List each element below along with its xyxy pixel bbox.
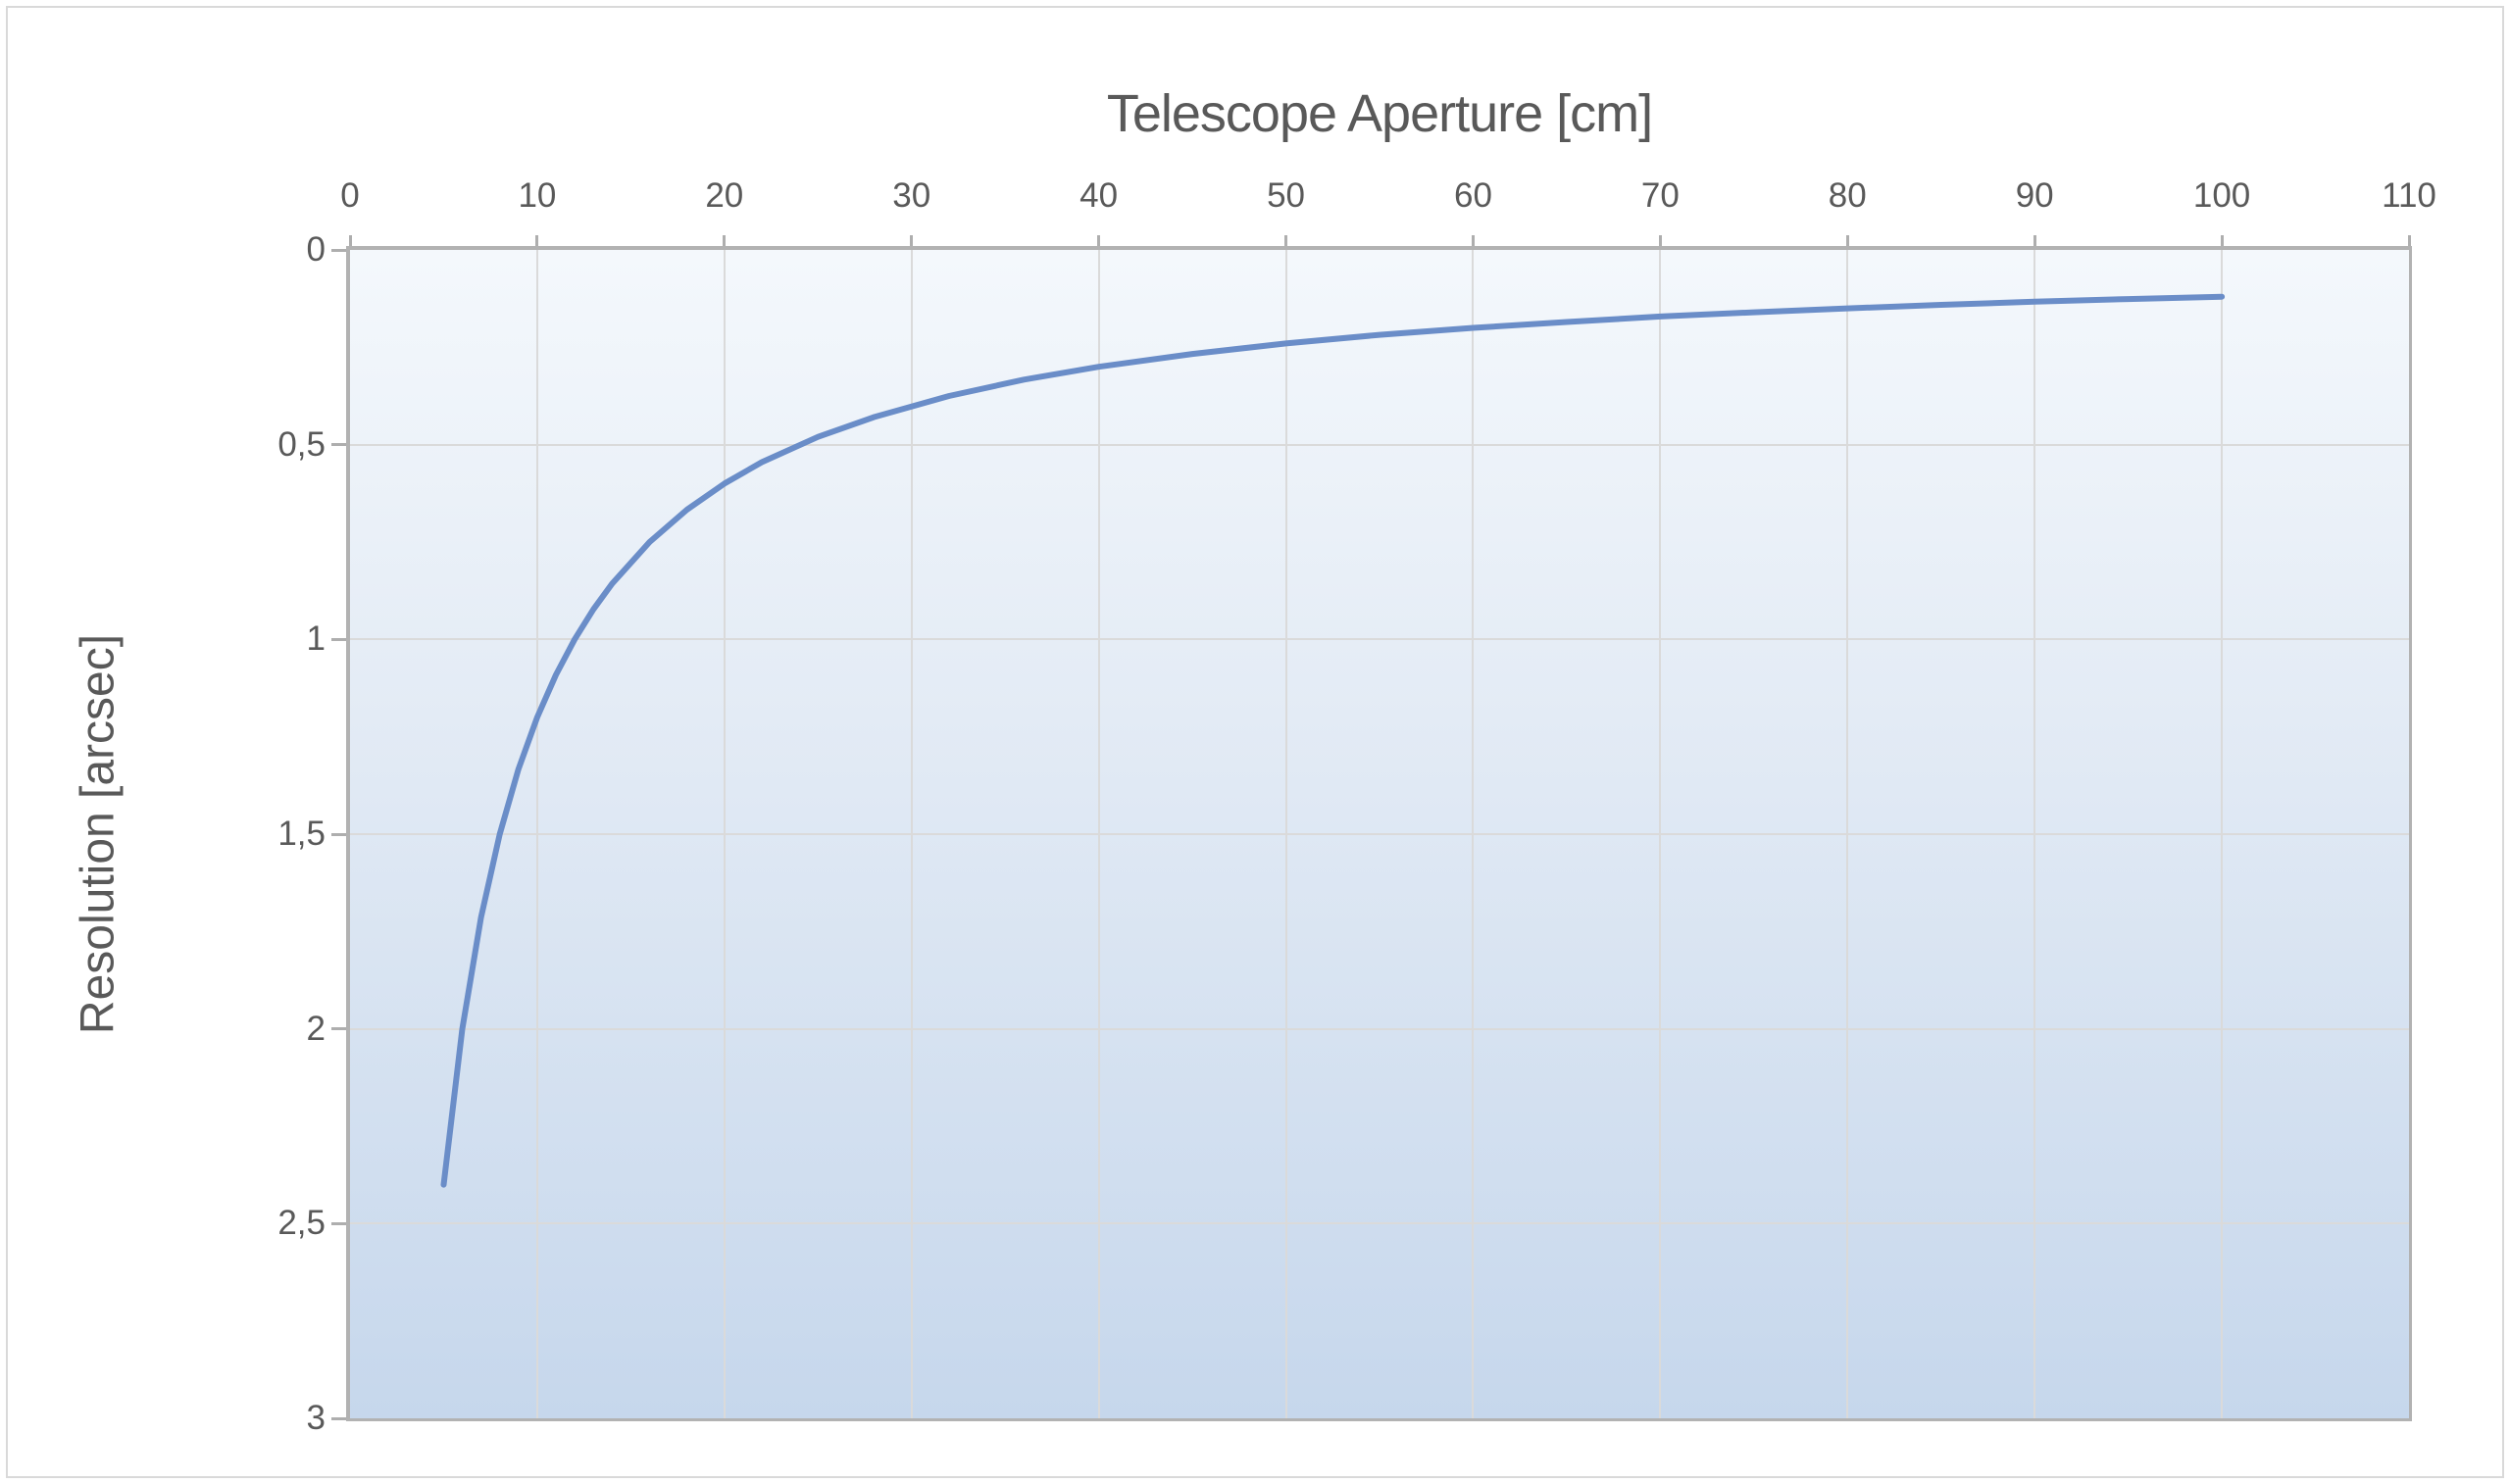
x-axis-tick-mark [1658, 235, 1662, 250]
gridline-horizontal [350, 1027, 2409, 1030]
y-axis-tick-label: 2,5 [277, 1204, 326, 1243]
x-axis-tick-mark [535, 235, 539, 250]
y-axis-tick-label: 1,5 [277, 815, 326, 853]
x-axis-tick-label: 70 [1640, 176, 1680, 215]
x-axis-tick-label: 60 [1453, 176, 1492, 215]
x-axis-tick-label: 20 [705, 176, 744, 215]
y-axis-tick-mark [331, 1221, 346, 1225]
y-axis-tick-label: 1 [306, 619, 326, 659]
x-axis-tick-mark [348, 235, 352, 250]
y-axis-tick-label: 0,5 [277, 424, 326, 464]
x-axis-tick-label: 110 [2382, 176, 2436, 215]
curve-path [440, 293, 2226, 1188]
x-axis-tick-mark [1845, 235, 1849, 250]
x-axis-tick-mark [1097, 235, 1101, 250]
x-axis-tick-mark [2220, 235, 2224, 250]
y-axis-tick-label: 3 [306, 1399, 326, 1437]
x-axis-tick-label: 80 [1828, 176, 1867, 215]
y-axis-tick-mark [331, 637, 346, 641]
y-axis-tick-mark [331, 832, 346, 836]
x-axis-tick-mark [723, 235, 727, 250]
y-axis-tick-mark [331, 1416, 346, 1420]
resolution-curve [440, 293, 2226, 1188]
x-axis-tick-mark [2407, 235, 2411, 250]
gridline-horizontal [350, 443, 2409, 446]
x-axis-tick-mark [2033, 235, 2036, 250]
gridline-horizontal [350, 833, 2409, 835]
x-axis-tick-label: 40 [1079, 176, 1119, 215]
x-axis-title: Telescope Aperture [cm] [1106, 84, 1653, 143]
x-axis-tick-label: 0 [340, 176, 360, 215]
x-axis-tick-mark [910, 235, 914, 250]
y-axis-tick-label: 0 [306, 230, 326, 269]
x-axis-tick-mark [1284, 235, 1288, 250]
x-axis-tick-label: 100 [2192, 176, 2251, 215]
x-axis-tick-label: 30 [892, 176, 931, 215]
gridline-horizontal [350, 638, 2409, 641]
y-axis-tick-mark [331, 1027, 346, 1031]
x-axis-tick-label: 10 [518, 176, 557, 215]
x-axis-tick-label: 50 [1267, 176, 1305, 215]
y-axis-title: Resolution [arcsec] [72, 633, 125, 1035]
y-axis-tick-mark [331, 248, 346, 252]
plot-area [346, 246, 2412, 1421]
y-axis-tick-mark [331, 443, 346, 447]
x-axis-tick-label: 90 [2015, 176, 2054, 215]
gridline-horizontal [350, 1222, 2409, 1225]
y-axis-tick-label: 2 [306, 1009, 326, 1048]
x-axis-tick-mark [1471, 235, 1475, 250]
